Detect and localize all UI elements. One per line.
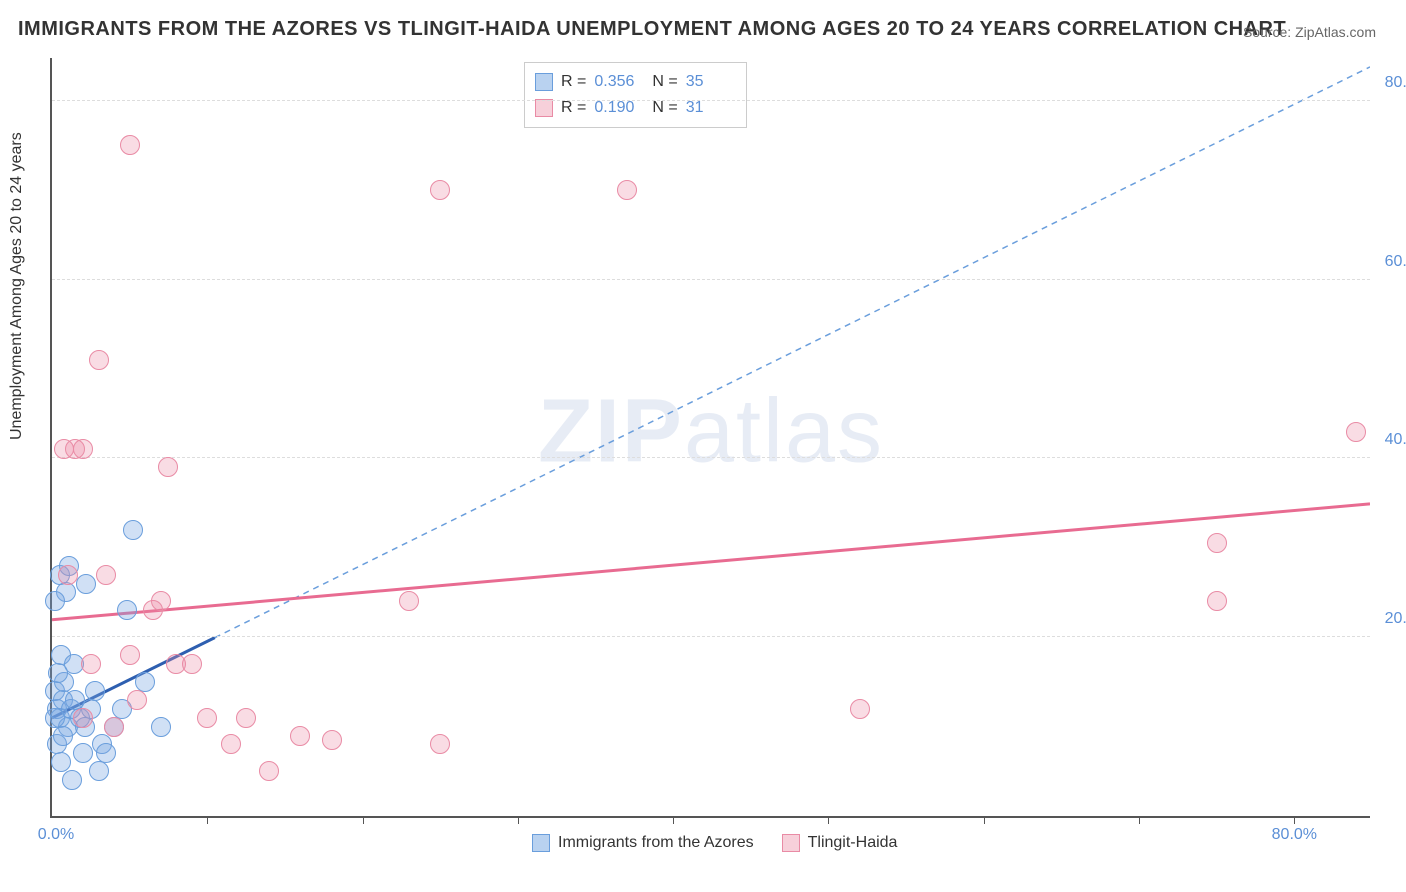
- scatter-point: [73, 708, 93, 728]
- x-tick: [1139, 816, 1140, 824]
- scatter-point: [120, 135, 140, 155]
- x-tick: [518, 816, 519, 824]
- legend-item: Tlingit-Haida: [782, 834, 898, 852]
- scatter-point: [89, 350, 109, 370]
- chart-title: IMMIGRANTS FROM THE AZORES VS TLINGIT-HA…: [18, 18, 1286, 41]
- legend-stats: R = 0.356 N = 35 R = 0.190 N = 31: [524, 62, 747, 128]
- y-tick-label: 60.0%: [1385, 253, 1406, 271]
- scatter-point: [221, 734, 241, 754]
- scatter-point: [104, 717, 124, 737]
- scatter-point: [430, 180, 450, 200]
- scatter-point: [290, 726, 310, 746]
- scatter-point: [73, 743, 93, 763]
- legend-label: Tlingit-Haida: [808, 834, 898, 852]
- legend-label: Immigrants from the Azores: [558, 834, 754, 852]
- scatter-point: [1207, 591, 1227, 611]
- legend-swatch: [535, 99, 553, 117]
- r-value: 0.356: [594, 73, 644, 91]
- source-label: Source: ZipAtlas.com: [1243, 24, 1376, 40]
- scatter-point: [53, 726, 73, 746]
- y-axis-label: Unemployment Among Ages 20 to 24 years: [8, 132, 26, 440]
- plot-area: ZIPatlas R = 0.356 N = 35 R = 0.190 N = …: [50, 58, 1370, 818]
- scatter-point: [158, 457, 178, 477]
- trend-lines: [52, 58, 1370, 816]
- y-tick-label: 20.0%: [1385, 610, 1406, 628]
- legend-swatch: [535, 73, 553, 91]
- chart-container: IMMIGRANTS FROM THE AZORES VS TLINGIT-HA…: [0, 0, 1406, 892]
- legend-item: Immigrants from the Azores: [532, 834, 754, 852]
- scatter-point: [54, 439, 74, 459]
- scatter-point: [45, 708, 65, 728]
- gridline: [52, 279, 1370, 280]
- scatter-point: [120, 645, 140, 665]
- scatter-point: [151, 717, 171, 737]
- watermark: ZIPatlas: [538, 380, 884, 483]
- scatter-point: [89, 761, 109, 781]
- scatter-point: [850, 699, 870, 719]
- scatter-point: [259, 761, 279, 781]
- x-tick: [984, 816, 985, 824]
- x-tick-label: 0.0%: [38, 826, 74, 844]
- x-tick: [1294, 816, 1295, 824]
- scatter-point: [62, 770, 82, 790]
- legend-stat-row: R = 0.356 N = 35: [535, 69, 736, 95]
- scatter-point: [85, 681, 105, 701]
- scatter-point: [127, 690, 147, 710]
- r-label: R =: [561, 73, 586, 91]
- scatter-point: [617, 180, 637, 200]
- scatter-point: [96, 565, 116, 585]
- scatter-point: [197, 708, 217, 728]
- scatter-point: [51, 752, 71, 772]
- scatter-point: [399, 591, 419, 611]
- gridline: [52, 100, 1370, 101]
- x-tick: [828, 816, 829, 824]
- gridline: [52, 457, 1370, 458]
- scatter-point: [322, 730, 342, 750]
- scatter-point: [123, 520, 143, 540]
- n-value: 31: [686, 99, 736, 117]
- x-tick: [207, 816, 208, 824]
- legend-series: Immigrants from the Azores Tlingit-Haida: [532, 834, 897, 852]
- gridline: [52, 636, 1370, 637]
- legend-swatch: [782, 834, 800, 852]
- scatter-point: [236, 708, 256, 728]
- scatter-point: [182, 654, 202, 674]
- y-tick-label: 40.0%: [1385, 431, 1406, 449]
- scatter-point: [81, 654, 101, 674]
- x-tick: [363, 816, 364, 824]
- x-tick-label: 80.0%: [1272, 826, 1317, 844]
- legend-swatch: [532, 834, 550, 852]
- scatter-point: [76, 574, 96, 594]
- r-label: R =: [561, 99, 586, 117]
- r-value: 0.190: [594, 99, 644, 117]
- y-tick-label: 80.0%: [1385, 74, 1406, 92]
- scatter-point: [58, 565, 78, 585]
- n-label: N =: [652, 73, 677, 91]
- n-label: N =: [652, 99, 677, 117]
- scatter-point: [117, 600, 137, 620]
- x-tick: [673, 816, 674, 824]
- scatter-point: [430, 734, 450, 754]
- scatter-point: [45, 591, 65, 611]
- scatter-point: [143, 600, 163, 620]
- scatter-point: [1207, 533, 1227, 553]
- scatter-point: [1346, 422, 1366, 442]
- n-value: 35: [686, 73, 736, 91]
